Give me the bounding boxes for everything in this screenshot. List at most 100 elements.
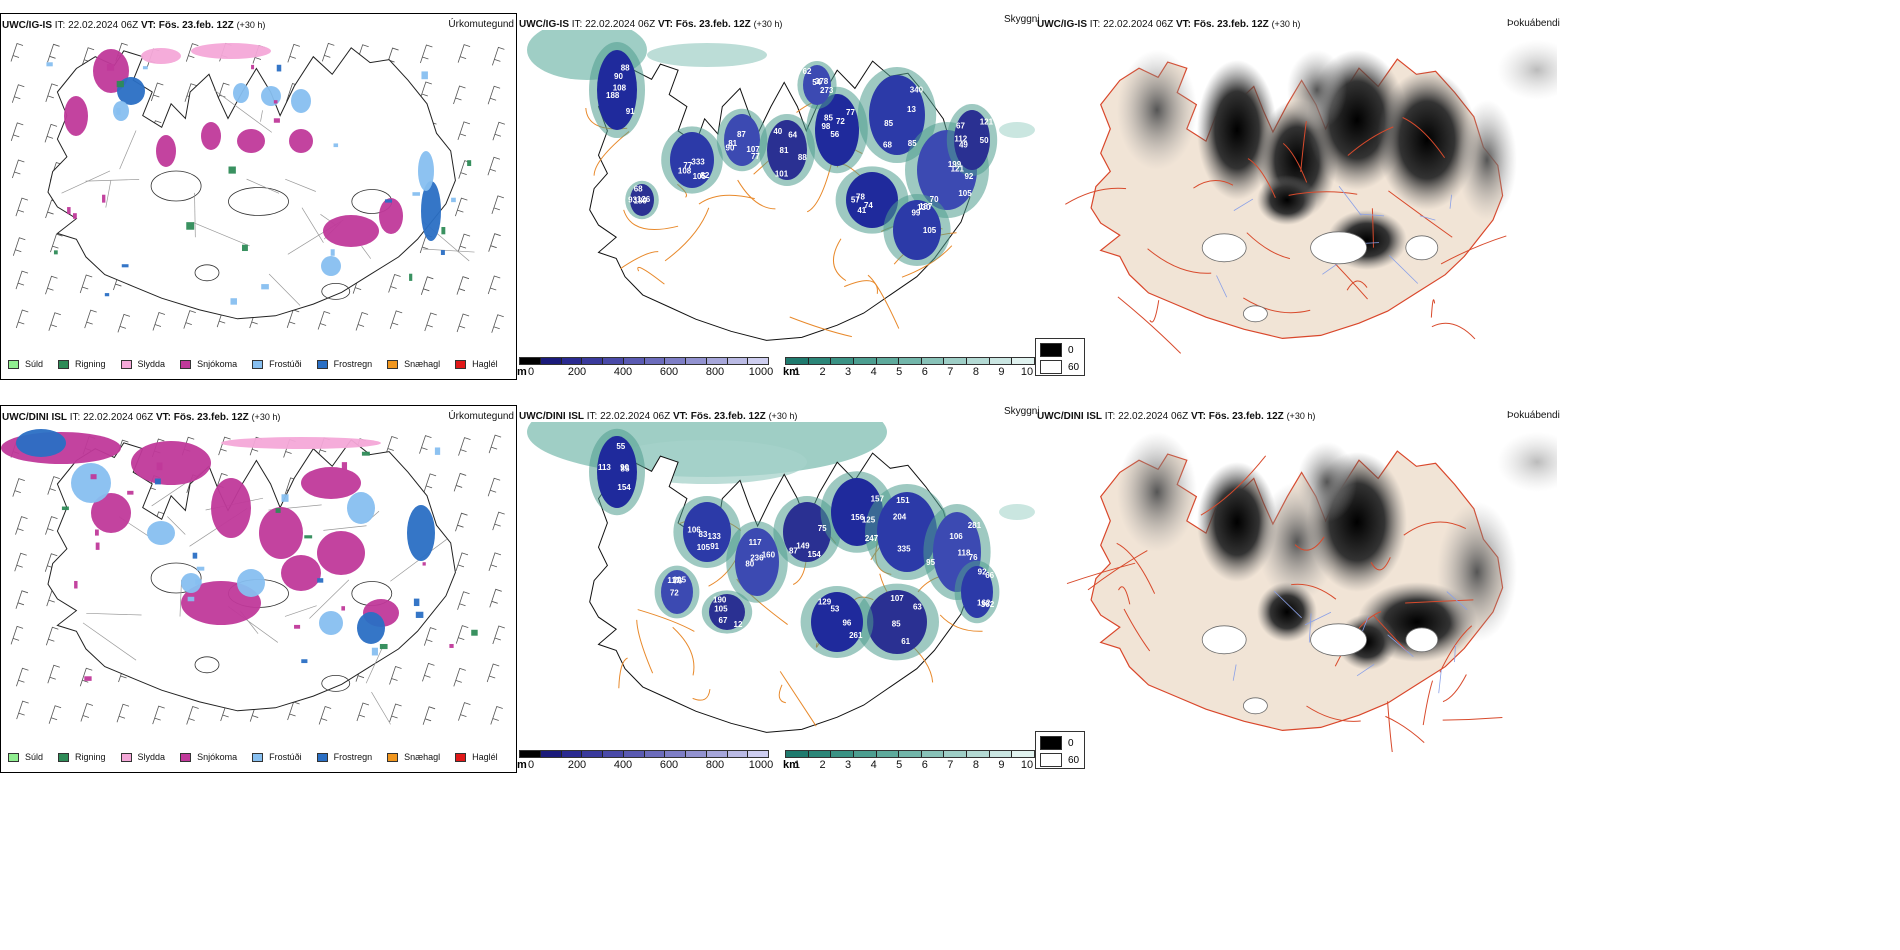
- ceiling-value: 188: [606, 91, 620, 100]
- scale-swatch: [706, 751, 728, 757]
- legend-label: Súld: [25, 359, 44, 369]
- vt-label: VT:: [155, 412, 171, 423]
- ceiling-value: 88: [798, 153, 807, 162]
- ceiling-value: 154: [808, 550, 822, 559]
- scale-tick-label: 1: [793, 759, 801, 771]
- scale-tick-label: 8: [972, 366, 979, 378]
- scale-swatch: [603, 751, 624, 757]
- ceiling-value: 64: [788, 131, 797, 140]
- scale-swatch: [540, 358, 562, 364]
- legend-swatch: [58, 359, 70, 369]
- legend-label: Haglél: [472, 359, 498, 369]
- legend-label: Súld: [25, 752, 44, 762]
- ceiling-value: 83: [699, 530, 708, 539]
- vt-label: VT:: [1190, 411, 1206, 422]
- legend-swatch: [387, 359, 399, 369]
- precip-map: [10, 42, 506, 333]
- model-name: UWC/IG-IS: [1037, 19, 1087, 30]
- scale-bar: [785, 357, 1035, 365]
- vt-value: Fös. 23.feb. 12Z: [158, 20, 234, 31]
- ceiling-value: 105: [673, 576, 687, 585]
- ceiling-value: 340: [910, 86, 924, 95]
- ceiling-value: 113: [598, 463, 611, 472]
- ceiling-value: 76: [673, 576, 682, 585]
- ceiling-value: 82: [700, 171, 709, 180]
- precip-legend: Súld Rigning Slydda Snjókoma Frostúði Frostre…: [8, 752, 513, 762]
- scale-swatch: [989, 751, 1013, 757]
- scale-bar: [785, 750, 1035, 758]
- scale-tick-label: 800: [705, 759, 725, 771]
- legend-swatch: [8, 752, 19, 762]
- scale-swatch: [853, 751, 877, 757]
- ceiling-value: 55: [616, 442, 625, 451]
- fog-panel-top: UWC/IG-IS IT: 22.02.2024 06Z VT: Fös. 23…: [1037, 13, 1560, 380]
- legend-label: Frostúði: [269, 359, 302, 369]
- vt-label: VT:: [657, 19, 673, 30]
- ceiling-value: 133: [708, 532, 722, 541]
- ceiling-value: 68: [883, 140, 892, 149]
- scale-tick-label: 5: [896, 366, 903, 378]
- scale-swatch: [665, 751, 686, 757]
- vt-value: Fös. 23.feb. 12Z: [690, 411, 766, 422]
- lead-time: (+30 h): [1286, 411, 1316, 421]
- legend-swatch: [455, 752, 467, 762]
- legend-swatch: [8, 359, 19, 369]
- scale-swatch: [748, 358, 768, 364]
- scale-swatch: [831, 751, 854, 757]
- scale-tick-label: 5: [896, 759, 903, 771]
- vt-value: Fös. 23.feb. 12Z: [1193, 19, 1269, 30]
- ceiling-value: 98: [821, 122, 830, 131]
- scale-swatch: [944, 358, 968, 364]
- ceiling-value: 77: [683, 161, 692, 170]
- fog-legend-label: 0: [1068, 344, 1074, 356]
- ceiling-value: 151: [896, 496, 910, 505]
- scale-unit: m: [517, 759, 527, 771]
- scale-ticks: 1 2 3 4 5 6 7 8 9 10: [785, 365, 1035, 379]
- ceiling-value: 85: [621, 464, 630, 473]
- panel-header: UWC/DINI ISL IT: 22.02.2024 06Z VT: Fös.…: [1037, 410, 1315, 423]
- scale-swatch: [899, 358, 922, 364]
- fog-map: [1066, 432, 1557, 752]
- legend-swatch: [252, 359, 264, 369]
- ceiling-value: 93: [628, 196, 637, 205]
- scale-tick-label: 800: [705, 366, 725, 378]
- legend-item: Rigning: [58, 359, 106, 369]
- ceiling-value: 105: [693, 172, 707, 181]
- ceiling-value: 75: [818, 524, 827, 533]
- scale-tick-label: 1000: [748, 759, 774, 771]
- ceiling-value: 77: [846, 108, 855, 117]
- ceiling-value: 12: [734, 620, 743, 629]
- scale-unit: m: [517, 366, 527, 378]
- legend-swatch: [180, 752, 192, 762]
- ceiling-value: 40: [773, 127, 782, 136]
- ceiling-value: 107: [746, 145, 760, 154]
- ceiling-value: 57: [851, 196, 860, 205]
- legend-label: Snjókoma: [197, 752, 238, 762]
- model-name: UWC/IG-IS: [2, 20, 52, 31]
- legend-item: Snjókoma: [180, 752, 237, 762]
- panel-title: Þokuábendi: [1507, 410, 1560, 421]
- panel-title: Úrkomutegund: [448, 411, 514, 422]
- precip-areas: [46, 43, 472, 305]
- legend-label: Snjókoma: [197, 359, 238, 369]
- legend-item: Slydda: [120, 359, 165, 369]
- fog-index-areas: [1117, 432, 1557, 670]
- lead-time: (+30 h): [1271, 19, 1301, 29]
- it-label: IT:: [571, 19, 583, 30]
- model-name: UWC/DINI ISL: [1037, 411, 1102, 422]
- ceiling-value: 50: [980, 136, 989, 145]
- scale-tick-label: 200: [567, 759, 587, 771]
- ceiling-value: 78: [856, 193, 865, 202]
- ceiling-value: 85: [892, 620, 901, 629]
- ceiling-value: 88: [621, 63, 630, 72]
- scale-swatch: [1012, 751, 1035, 757]
- lead-time: (+30 h): [768, 411, 798, 421]
- ceiling-value: 105: [714, 605, 728, 614]
- fog-legend-item: 0: [1040, 343, 1074, 357]
- scale-swatch: [623, 358, 645, 364]
- ceiling-value: 49: [959, 141, 968, 150]
- fog-legend-item: 0: [1040, 736, 1074, 750]
- fog-panel-bottom: UWC/DINI ISL IT: 22.02.2024 06Z VT: Fös.…: [1037, 405, 1560, 773]
- scale-swatch: [899, 751, 922, 757]
- ceiling-value: 154: [617, 483, 631, 492]
